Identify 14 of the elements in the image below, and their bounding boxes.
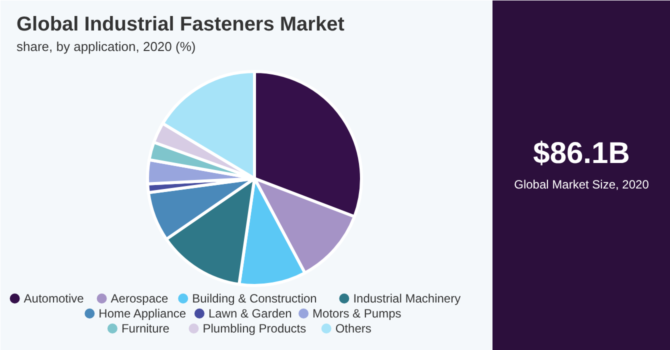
chart-title: Global Industrial Fasteners Market xyxy=(16,14,345,36)
legend-label: Industrial Machinery xyxy=(353,292,461,306)
legend-label: Furniture xyxy=(121,322,170,336)
legend-label: Aerospace xyxy=(110,292,168,306)
legend-label: Others xyxy=(335,322,372,336)
legend-label: Lawn & Garden xyxy=(208,306,292,320)
text: $86.1B xyxy=(533,137,630,170)
text: Global Market Size, 2020 xyxy=(514,178,650,192)
chart-subtitle: share, by application, 2020 (%) xyxy=(16,39,196,54)
legend-label: Building & Construction xyxy=(192,292,317,306)
legend-label: Home Appliance xyxy=(98,306,186,320)
legend-label: Motors & Pumps xyxy=(312,306,402,320)
legend-label: Automotive xyxy=(24,292,84,306)
legend-label: Plumbling Products xyxy=(202,322,306,336)
